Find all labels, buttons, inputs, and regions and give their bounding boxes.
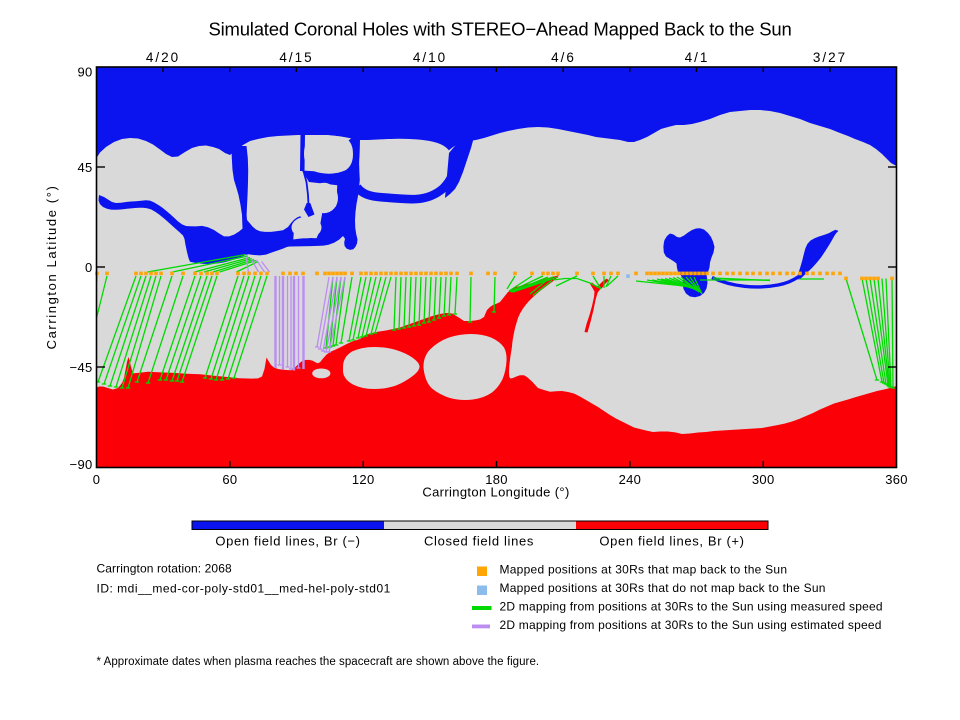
svg-text:4/20: 4/20: [146, 50, 180, 65]
svg-text:ID: mdi__med-cor-poly-std01__m: ID: mdi__med-cor-poly-std01__med-hel-pol…: [97, 582, 391, 596]
svg-text:2D mapping from positions at 3: 2D mapping from positions at 30Rs to the…: [500, 600, 883, 614]
svg-text:3/27: 3/27: [813, 50, 847, 65]
svg-text:* Approximate dates when plasm: * Approximate dates when plasma reaches …: [97, 656, 540, 668]
svg-text:Mapped positions at 30Rs that: Mapped positions at 30Rs that map back t…: [500, 563, 788, 577]
svg-text:4/6: 4/6: [551, 50, 576, 65]
svg-text:Open field lines, Br (−): Open field lines, Br (−): [215, 534, 360, 549]
svg-text:0: 0: [85, 260, 93, 275]
svg-text:240: 240: [619, 472, 642, 487]
svg-text:2D mapping from positions at 3: 2D mapping from positions at 30Rs to the…: [500, 618, 882, 632]
svg-text:300: 300: [752, 472, 775, 487]
svg-text:180: 180: [485, 472, 508, 487]
svg-text:45: 45: [77, 160, 92, 175]
svg-text:0: 0: [93, 472, 101, 487]
svg-text:Carrington Latitude (°): Carrington Latitude (°): [44, 185, 59, 350]
svg-text:4/10: 4/10: [413, 50, 447, 65]
svg-text:Open field lines, Br (+): Open field lines, Br (+): [599, 534, 744, 549]
svg-text:90: 90: [77, 64, 92, 79]
svg-text:60: 60: [222, 472, 237, 487]
svg-text:4/1: 4/1: [685, 50, 710, 65]
svg-text:Carrington Longitude (°): Carrington Longitude (°): [422, 485, 569, 500]
svg-text:−45: −45: [70, 360, 93, 375]
svg-text:Carrington rotation: 2068: Carrington rotation: 2068: [97, 562, 232, 576]
svg-text:360: 360: [885, 472, 908, 487]
svg-text:Closed field lines: Closed field lines: [424, 534, 534, 549]
svg-text:−90: −90: [70, 457, 93, 472]
svg-text:4/15: 4/15: [279, 50, 313, 65]
svg-text:120: 120: [352, 472, 375, 487]
svg-text:Mapped positions at 30Rs that: Mapped positions at 30Rs that do not map…: [500, 581, 826, 595]
svg-text:Simulated Coronal Holes with S: Simulated Coronal Holes with STEREO−Ahea…: [208, 19, 791, 40]
